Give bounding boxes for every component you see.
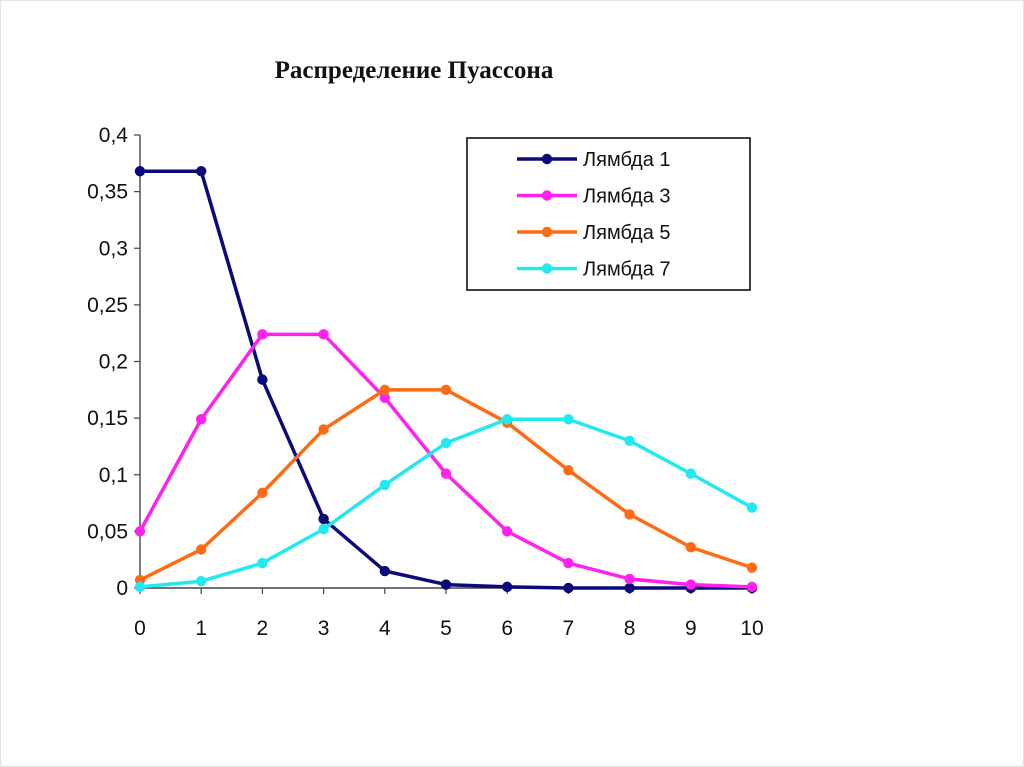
data-point: [196, 166, 207, 177]
data-point: [379, 479, 390, 491]
data-point: [624, 509, 635, 520]
data-point: [196, 414, 207, 425]
y-tick-label: 0: [116, 577, 128, 600]
y-tick-label: 0,3: [99, 237, 128, 260]
x-tick-label: 8: [624, 617, 636, 640]
x-tick-label: 2: [257, 617, 269, 640]
legend-box: [466, 137, 751, 291]
chart-title: Распределение Пуассона: [275, 57, 554, 84]
x-tick-label: 1: [195, 617, 207, 640]
x-tick-label: 6: [501, 617, 513, 640]
y-tick-label: 0,35: [87, 181, 128, 204]
data-point: [379, 392, 390, 403]
legend-label: Лямбда 7: [583, 259, 671, 281]
legend-label: Лямбда 3: [583, 186, 671, 208]
data-point: [440, 384, 452, 396]
data-point: [134, 581, 146, 593]
legend-label: Лямбда 5: [583, 222, 671, 244]
data-point: [563, 414, 574, 425]
data-point: [134, 526, 146, 537]
data-point: [563, 557, 574, 569]
x-tick-label: 0: [134, 617, 146, 640]
data-point: [502, 526, 513, 537]
data-point: [318, 523, 329, 535]
data-point: [624, 582, 635, 594]
data-point: [134, 166, 146, 177]
data-point: [379, 565, 390, 577]
data-point: [318, 424, 329, 435]
data-point: [196, 544, 207, 555]
data-point: [563, 465, 574, 476]
legend-marker: [541, 190, 553, 201]
data-point: [502, 581, 513, 593]
data-point: [440, 579, 452, 590]
data-point: [624, 435, 635, 446]
data-point: [440, 468, 452, 479]
data-point: [257, 374, 268, 385]
x-tick-label: 5: [440, 617, 452, 640]
series-group: [134, 166, 758, 594]
data-point: [685, 579, 696, 590]
data-point: [257, 329, 268, 340]
data-point: [318, 329, 329, 340]
data-point: [257, 487, 268, 499]
legend: Лямбда 1 Лямбда 3 Лямбда 5 Лямбда 7: [466, 137, 751, 291]
y-tick-label: 0,25: [87, 294, 128, 317]
series-line-2: [138, 332, 754, 589]
data-point: [746, 562, 758, 573]
x-tick-label: 10: [740, 617, 763, 640]
x-tick-label: 4: [379, 617, 391, 640]
y-tick-label: 0,15: [87, 407, 128, 430]
series-line-3: [138, 388, 754, 582]
data-point: [502, 414, 513, 425]
legend-label: Лямбда 1: [583, 149, 671, 171]
data-point: [563, 582, 574, 594]
x-tick-label: 7: [563, 617, 575, 640]
data-point: [196, 576, 207, 587]
data-point: [746, 502, 758, 513]
x-tick-label: 9: [685, 617, 697, 640]
data-point: [685, 542, 696, 553]
data-point: [624, 573, 635, 585]
data-point: [746, 581, 758, 593]
data-point: [257, 557, 268, 569]
y-tick-label: 0,1: [99, 464, 128, 487]
y-axis: 0 0,05 0,1 0,15 0,2 0,25 0,3 0,35 0,4: [87, 124, 141, 600]
legend-marker: [541, 226, 553, 238]
y-tick-label: 0,2: [99, 351, 128, 374]
data-point: [318, 513, 329, 525]
legend-marker: [541, 263, 553, 274]
x-tick-label: 3: [318, 617, 330, 640]
y-tick-label: 0,4: [99, 124, 129, 147]
data-point: [379, 384, 390, 396]
data-point: [440, 437, 452, 449]
y-tick-label: 0,05: [87, 520, 128, 543]
legend-marker: [541, 153, 553, 165]
x-axis: 0 1 2 3 4 5 6 7 8 9 10: [134, 587, 764, 640]
data-point: [685, 468, 696, 479]
